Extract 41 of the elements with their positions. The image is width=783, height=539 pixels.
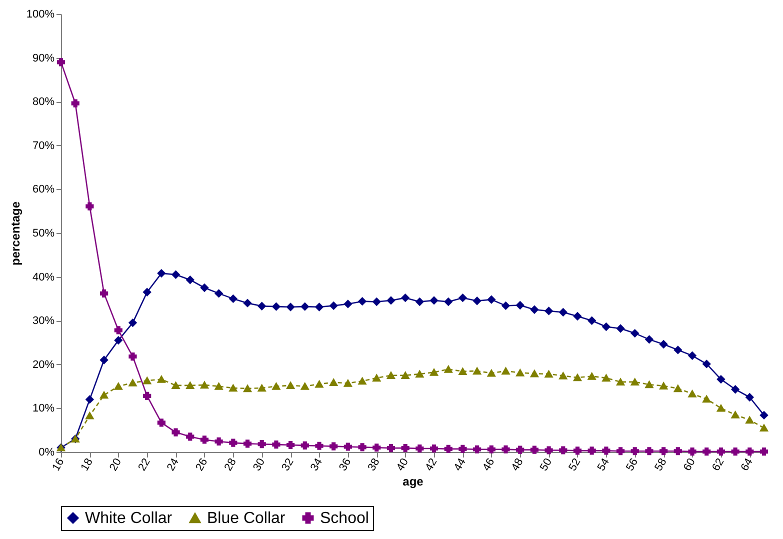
x-tick-label: 16: [50, 456, 67, 474]
x-tick-label: 42: [423, 456, 440, 474]
x-tick-label: 22: [136, 456, 153, 474]
y-tick-label: 10%: [32, 402, 55, 415]
y-tick-label: 30%: [32, 315, 55, 328]
legend-label: White Collar: [85, 510, 173, 527]
legend-label: School: [320, 510, 369, 527]
x-tick-label: 26: [194, 456, 210, 474]
x-tick-label: 60: [681, 456, 698, 474]
x-tick-label: 38: [366, 456, 382, 474]
y-tick-label: 90%: [32, 52, 55, 64]
x-tick-label: 52: [566, 456, 584, 474]
legend-label: Blue Collar: [207, 510, 286, 527]
x-axis-title: age: [402, 474, 424, 489]
y-tick-label: 20%: [32, 358, 55, 371]
x-tick-label: 36: [337, 456, 354, 474]
y-axis-title: percentage: [8, 201, 22, 266]
x-tick-label: 50: [538, 456, 554, 474]
x-tick-label: 30: [251, 456, 268, 474]
x-tick-label: 44: [452, 456, 468, 474]
x-tick-label: 48: [509, 456, 526, 474]
y-tick-label: 50%: [32, 228, 55, 240]
x-tick-label: 54: [595, 456, 612, 474]
y-tick-label: 0%: [38, 446, 55, 458]
x-tick-label: 64: [738, 456, 756, 474]
y-tick-label: 70%: [32, 140, 55, 152]
y-tick-label: 40%: [32, 271, 55, 284]
x-tick-label: 62: [710, 456, 727, 474]
x-tick-label: 56: [624, 456, 641, 474]
x-tick-label: 40: [394, 456, 412, 474]
x-tick-label: 58: [652, 456, 670, 474]
y-tick-label: 100%: [26, 8, 55, 20]
y-tick-label: 80%: [32, 96, 55, 108]
y-tick-label: 60%: [32, 184, 55, 196]
x-tick-label: 18: [78, 456, 96, 474]
x-tick-label: 34: [308, 456, 325, 474]
x-tick-label: 24: [164, 456, 182, 474]
x-tick-label: 20: [108, 456, 124, 474]
x-tick-label: 28: [222, 456, 239, 474]
x-tick-label: 46: [480, 456, 498, 474]
x-tick-label: 32: [280, 456, 296, 474]
